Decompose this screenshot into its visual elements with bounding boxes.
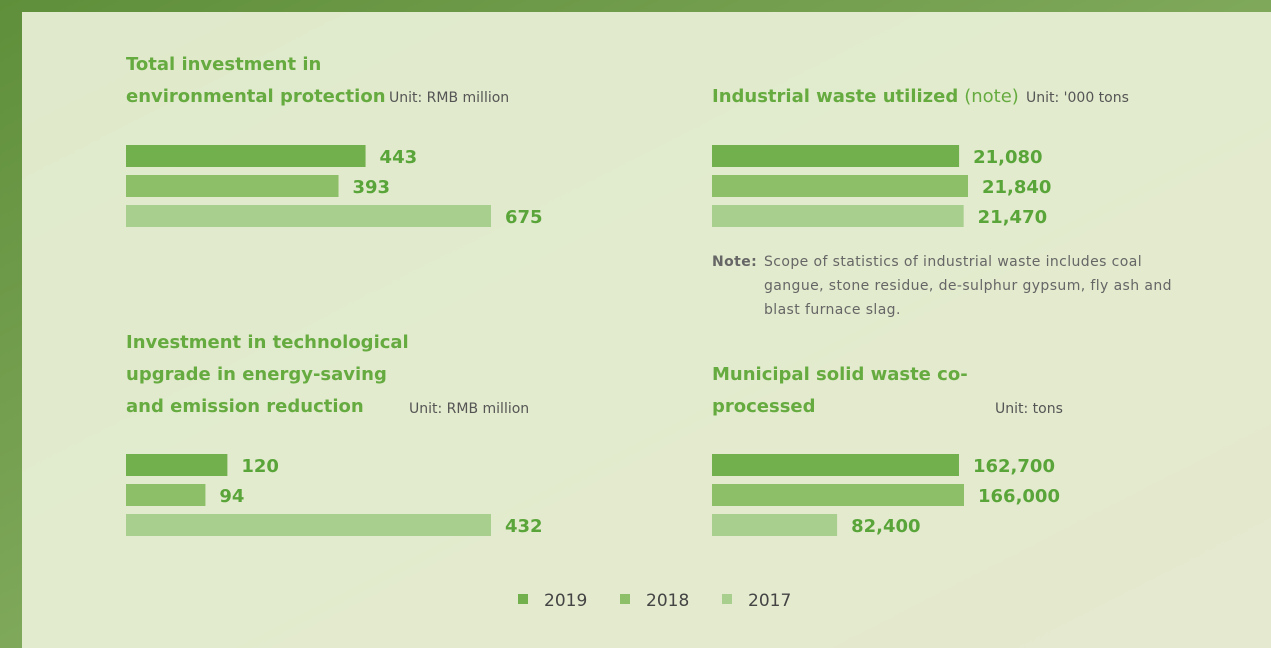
title-line: processed [712,396,816,417]
legend-swatch [620,594,630,604]
title-line: Investment in technological [126,332,409,353]
title-line: and emission reduction [126,396,364,417]
value-label: 21,470 [978,207,1047,228]
unit-label: Unit: RMB million [389,90,509,106]
title-line: Municipal solid waste co- [712,364,968,385]
value-label: 432 [505,516,543,537]
bar [126,514,491,536]
value-label: 393 [353,177,391,198]
legend-label: 2018 [646,591,689,611]
legend-label: 2019 [544,591,587,611]
bar [126,175,339,197]
unit-label: Unit: RMB million [409,401,529,417]
note-line: gangue, stone residue, de-sulphur gypsum… [764,278,1172,294]
chart-title: environmental protection [126,86,386,107]
value-label: 21,080 [973,147,1042,168]
legend-label: 2017 [748,591,791,611]
legend-swatch [722,594,732,604]
title-line: Industrial waste utilized [712,86,958,107]
chart-title: Industrial waste utilized (note) [712,86,1019,107]
bar [712,514,838,536]
bar [712,145,960,167]
note-label: Note: [712,254,757,270]
bar [712,454,959,476]
title-note: (note) [964,86,1019,107]
chart-title: and emission reduction [126,396,364,417]
unit-label: Unit: tons [995,401,1063,417]
chart-title: Investment in technological [126,332,409,353]
bar [126,205,491,227]
chart-title: Municipal solid waste co- [712,364,968,385]
value-label: 675 [505,207,543,228]
panel [22,12,1271,648]
value-label: 162,700 [973,456,1055,477]
title-line: Total investment in [126,54,321,75]
value-label: 21,840 [982,177,1051,198]
note-line: Scope of statistics of industrial waste … [764,254,1142,270]
title-line: upgrade in energy-saving [126,364,387,385]
value-label: 94 [219,486,244,507]
bar [712,175,968,197]
value-label: 120 [241,456,279,477]
bar [126,454,228,476]
chart-title: upgrade in energy-saving [126,364,387,385]
bar [712,484,964,506]
unit-label: Unit: '000 tons [1026,90,1129,106]
bar [126,484,206,506]
title-line: environmental protection [126,86,386,107]
value-label: 82,400 [851,516,920,537]
value-label: 166,000 [978,486,1060,507]
note-line: blast furnace slag. [764,302,901,318]
bar [126,145,366,167]
chart-title: Total investment in [126,54,321,75]
value-label: 443 [380,147,418,168]
bar [712,205,964,227]
chart-title: processed [712,396,816,417]
legend-swatch [518,594,528,604]
